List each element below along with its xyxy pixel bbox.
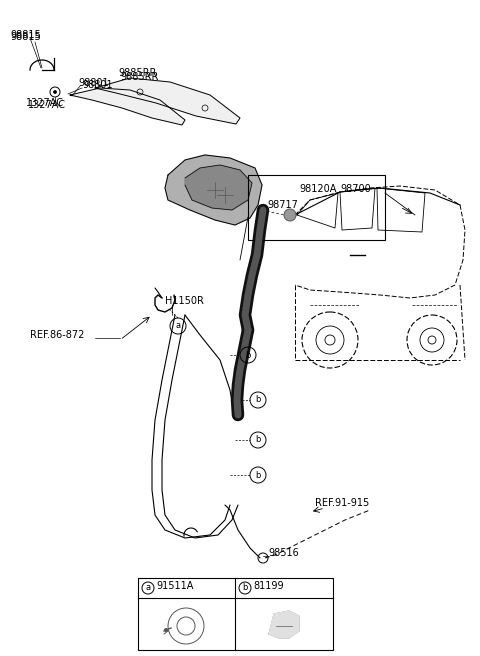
Text: 98801: 98801: [78, 78, 108, 88]
Text: 9885RR: 9885RR: [120, 72, 158, 82]
Text: 9885RR: 9885RR: [118, 68, 156, 78]
Polygon shape: [269, 611, 299, 638]
Text: 81199: 81199: [253, 581, 284, 591]
Text: 98815: 98815: [10, 30, 41, 40]
Text: 98815: 98815: [10, 32, 41, 42]
Text: b: b: [255, 396, 261, 405]
Text: H1150R: H1150R: [165, 296, 204, 306]
Circle shape: [284, 209, 296, 221]
Text: 98516: 98516: [268, 548, 299, 558]
Text: 1327AC: 1327AC: [28, 100, 66, 110]
Text: a: a: [145, 583, 151, 592]
Text: 98120A: 98120A: [299, 184, 336, 194]
Text: b: b: [255, 470, 261, 480]
Text: a: a: [175, 321, 180, 331]
Text: b: b: [245, 350, 251, 359]
Polygon shape: [165, 155, 262, 225]
Polygon shape: [70, 88, 185, 125]
Text: 98801: 98801: [82, 80, 113, 90]
Text: 98717: 98717: [267, 200, 298, 210]
Polygon shape: [185, 165, 252, 210]
Circle shape: [53, 91, 57, 94]
Text: REF.86-872: REF.86-872: [30, 330, 84, 340]
Text: 1327AC: 1327AC: [26, 98, 64, 108]
Circle shape: [164, 628, 168, 632]
Text: 98700: 98700: [340, 184, 371, 194]
Text: 91511A: 91511A: [156, 581, 193, 591]
Text: b: b: [255, 436, 261, 445]
Polygon shape: [95, 78, 240, 124]
Text: b: b: [242, 583, 248, 592]
Text: REF.91-915: REF.91-915: [315, 498, 369, 508]
